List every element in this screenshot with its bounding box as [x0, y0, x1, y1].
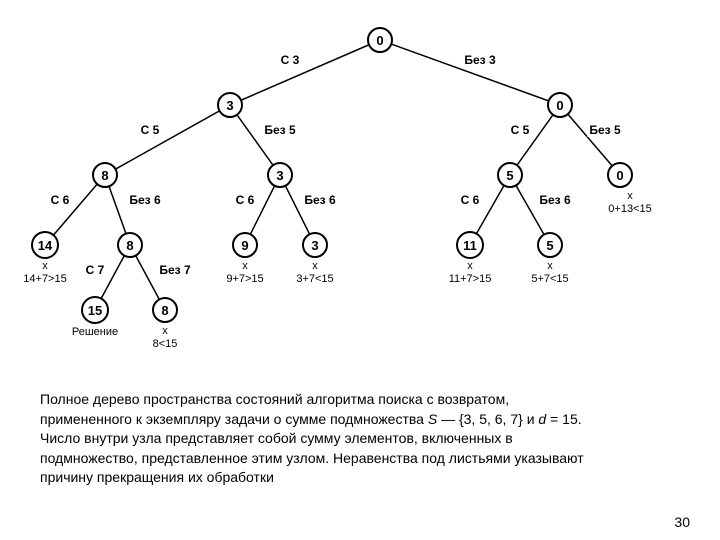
leaf-annotation: х0+13<15 — [608, 190, 651, 216]
caption: Полное дерево пространства состояний алг… — [40, 390, 680, 488]
edge-label: Без 7 — [157, 263, 192, 277]
tree-node: 0 — [367, 27, 393, 53]
tree-node: 14 — [31, 231, 59, 259]
edge-label: С 5 — [139, 123, 162, 137]
caption-l1: Полное дерево пространства состояний алг… — [40, 391, 509, 407]
tree-node: 3 — [217, 92, 243, 118]
tree-node: 11 — [456, 231, 484, 259]
caption-l2c: — {3, 5, 6, 7} и — [437, 411, 538, 427]
caption-l4: подмножество, представленное этим узлом.… — [40, 450, 584, 466]
leaf-annotation: х3+7<15 — [296, 260, 333, 286]
edge-label: Без 6 — [537, 193, 572, 207]
leaf-annotation: Решение — [72, 326, 118, 339]
edge-label: С 3 — [279, 53, 302, 67]
edge-label: Без 5 — [587, 123, 622, 137]
caption-l2e: = 15. — [546, 411, 581, 427]
caption-l5: причину прекращения их обработки — [40, 469, 274, 485]
edge-label: С 7 — [84, 263, 107, 277]
tree-node: 3 — [267, 162, 293, 188]
tree-node: 0 — [547, 92, 573, 118]
leaf-annotation: х5+7<15 — [531, 260, 568, 286]
tree-node: 15 — [81, 296, 109, 324]
edge-label: Без 3 — [462, 53, 497, 67]
tree-diagram: С 3 Без 3 С 5 Без 5 С 5 Без 5 С 6 Без 6 С 6 Без 6… — [0, 0, 720, 360]
edge-label: С 6 — [49, 193, 72, 207]
leaf-annotation: х11+7>15 — [449, 260, 492, 286]
edge-label: С 6 — [459, 193, 482, 207]
tree-node: 3 — [302, 232, 328, 258]
edge-label: Без 6 — [127, 193, 162, 207]
edge-label: Без 5 — [262, 123, 297, 137]
edge-label: С 6 — [234, 193, 257, 207]
tree-node: 0 — [607, 162, 633, 188]
edge-label: С 5 — [509, 123, 532, 137]
tree-node: 5 — [497, 162, 523, 188]
page-number: 30 — [674, 514, 690, 530]
edge-label: Без 6 — [302, 193, 337, 207]
tree-node: 9 — [232, 232, 258, 258]
leaf-annotation: х14+7>15 — [23, 260, 66, 286]
tree-node: 8 — [152, 297, 178, 323]
tree-node: 8 — [117, 232, 143, 258]
tree-node: 8 — [92, 162, 118, 188]
caption-l3: Число внутри узла представляет собой сум… — [40, 430, 513, 446]
tree-node: 5 — [537, 232, 563, 258]
leaf-annotation: х8<15 — [153, 325, 178, 351]
caption-l2b: S — [428, 411, 437, 427]
caption-l2a: примененного к экземпляру задачи о сумме… — [40, 411, 428, 427]
leaf-annotation: х9+7>15 — [226, 260, 263, 286]
